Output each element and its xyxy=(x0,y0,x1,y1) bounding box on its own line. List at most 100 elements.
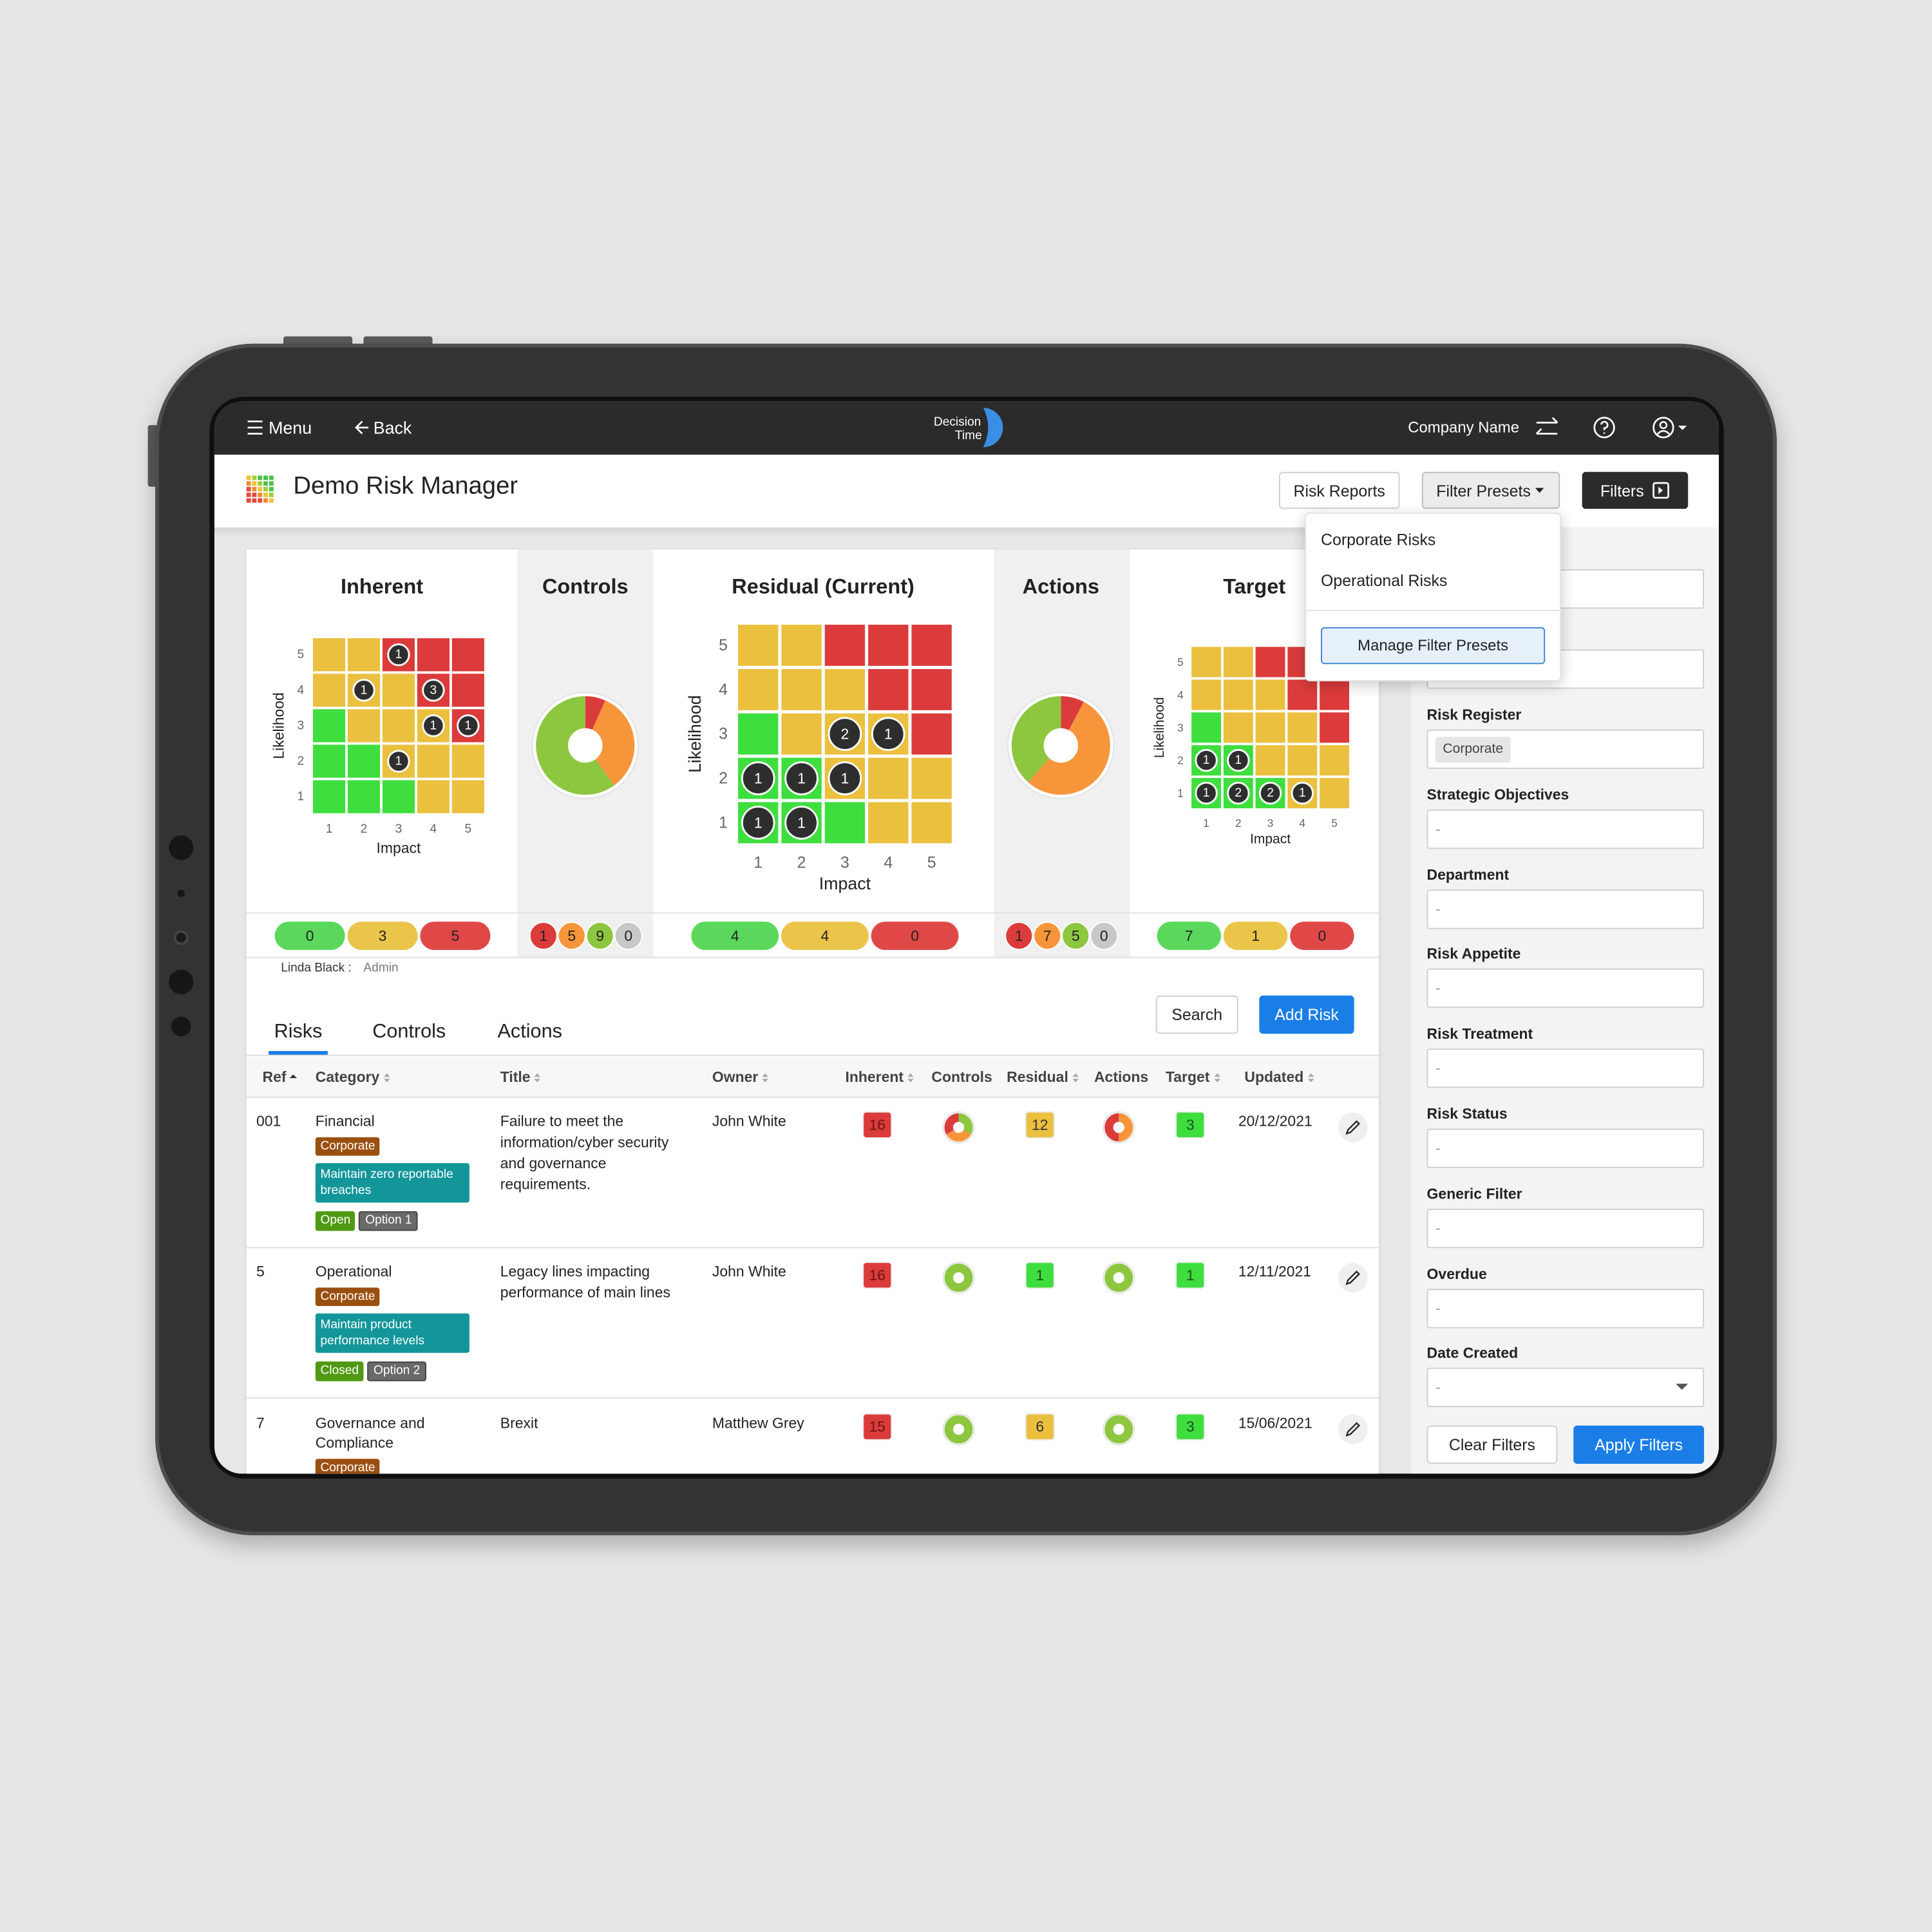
column-header-label[interactable]: Actions xyxy=(1094,1068,1149,1086)
summary-dot xyxy=(557,922,586,951)
column-header[interactable]: Inherent xyxy=(846,1068,915,1086)
summary-pill xyxy=(347,922,418,951)
company-name[interactable]: Company Name xyxy=(1408,419,1520,437)
score-badge: 1 xyxy=(1026,1263,1054,1288)
title-cell: Legacy lines impacting performance of ma… xyxy=(500,1263,670,1302)
tab[interactable]: Controls xyxy=(372,1021,446,1043)
column-header-label[interactable]: Ref xyxy=(262,1068,287,1086)
matrix-cell xyxy=(1255,647,1285,677)
back-button[interactable]: Back xyxy=(373,417,412,438)
sort-icon[interactable] xyxy=(290,1072,298,1083)
filter-label: Generic Filter xyxy=(1426,1185,1522,1202)
risk-count: 1 xyxy=(1203,753,1210,767)
filter-input[interactable]: - xyxy=(1426,1128,1705,1168)
column-header[interactable]: Actions xyxy=(1094,1068,1148,1086)
filter-input[interactable]: - xyxy=(1426,889,1705,929)
tab[interactable]: Risks xyxy=(274,1021,323,1043)
objective-tag: Maintain zero reportable breaches xyxy=(315,1163,469,1203)
risk-reports-button[interactable]: Risk Reports xyxy=(1278,471,1400,509)
column-header-label[interactable]: Residual xyxy=(1007,1068,1068,1086)
search-button[interactable]: Search xyxy=(1155,995,1238,1034)
panel-title: Inherent xyxy=(341,575,423,598)
summary-pill xyxy=(871,922,959,951)
apply-filters-button[interactable]: Apply Filters xyxy=(1573,1425,1705,1464)
edit-bg xyxy=(1338,1112,1368,1142)
matrix-cell xyxy=(781,668,822,710)
status-donut xyxy=(942,1111,975,1144)
app-icon-cell xyxy=(263,492,268,497)
app-icon-cell xyxy=(252,481,257,486)
donut-segment xyxy=(536,696,635,795)
add-risk-button[interactable]: Add Risk xyxy=(1259,995,1354,1034)
filter-input[interactable]: - xyxy=(1426,1368,1705,1408)
column-header-label[interactable]: Updated xyxy=(1244,1068,1304,1086)
tab[interactable]: Actions xyxy=(497,1021,562,1043)
filter-presets-button-label[interactable]: Filter Presets xyxy=(1436,481,1531,500)
column-header[interactable]: Owner xyxy=(712,1068,770,1086)
column-header[interactable]: Residual xyxy=(1007,1068,1079,1086)
column-header-label[interactable]: Inherent xyxy=(845,1068,904,1086)
clear-filters-button[interactable]: Clear Filters xyxy=(1426,1425,1558,1464)
sort-icon[interactable] xyxy=(534,1072,541,1083)
filter-input[interactable]: - xyxy=(1426,1048,1705,1088)
preset-item[interactable]: Corporate Risks xyxy=(1321,530,1436,549)
column-header[interactable]: Title xyxy=(500,1068,542,1086)
risk-reports-button-label[interactable]: Risk Reports xyxy=(1293,481,1385,500)
y-tick-label: 3 xyxy=(1177,721,1184,734)
filter-presets-button[interactable]: Filter Presets xyxy=(1421,471,1560,509)
edit-button[interactable] xyxy=(1337,1414,1369,1446)
column-header[interactable]: Ref xyxy=(263,1068,298,1086)
add-risk-button-label[interactable]: Add Risk xyxy=(1274,1005,1339,1024)
edit-button[interactable] xyxy=(1337,1112,1369,1144)
manage-presets-button[interactable]: Manage Filter Presets xyxy=(1321,627,1546,665)
edit-icon xyxy=(1345,1120,1360,1135)
tab-underline xyxy=(269,1051,328,1055)
app-icon-cell xyxy=(252,492,257,497)
sort-icon[interactable] xyxy=(1072,1072,1079,1083)
column-header[interactable]: Target xyxy=(1166,1068,1221,1086)
risk-count: 1 xyxy=(1299,786,1306,800)
sort-icon[interactable] xyxy=(1213,1072,1220,1083)
filter-input[interactable]: - xyxy=(1426,809,1705,849)
risk-count: 1 xyxy=(884,726,893,743)
column-header-label[interactable]: Controls xyxy=(931,1068,992,1086)
column-header-label[interactable]: Category xyxy=(315,1068,380,1086)
edit-button[interactable] xyxy=(1337,1262,1369,1294)
sort-icon[interactable] xyxy=(1307,1072,1314,1083)
column-header-label[interactable]: Owner xyxy=(712,1068,759,1086)
filters-button-label[interactable]: Filters xyxy=(1600,481,1644,500)
matrix-cell xyxy=(781,713,822,755)
filter-input[interactable]: Corporate xyxy=(1426,729,1705,769)
clear-filters-button-label[interactable]: Clear Filters xyxy=(1448,1435,1535,1454)
matrix-cell xyxy=(1223,712,1253,743)
column-header[interactable]: Updated xyxy=(1244,1068,1314,1086)
filters-button[interactable]: Filters xyxy=(1582,471,1689,509)
column-header[interactable]: Category xyxy=(316,1068,391,1086)
sort-icon[interactable] xyxy=(383,1072,390,1083)
filter-input[interactable]: - xyxy=(1426,1288,1705,1328)
column-header[interactable]: Controls xyxy=(931,1068,992,1086)
preset-item[interactable]: Operational Risks xyxy=(1321,571,1448,590)
help-glyph xyxy=(1600,421,1609,434)
x-axis-label: Impact xyxy=(819,874,871,893)
search-button-label[interactable]: Search xyxy=(1171,1005,1223,1024)
register-tag: Corporate xyxy=(315,1287,381,1307)
sort-icon[interactable] xyxy=(762,1072,769,1083)
apply-filters-button-label[interactable]: Apply Filters xyxy=(1595,1435,1683,1454)
logo-text: Time xyxy=(954,429,982,443)
filter-input[interactable]: - xyxy=(1426,1208,1705,1248)
app-icon-cell xyxy=(246,498,251,503)
summary-pill xyxy=(691,922,779,951)
column-header-label[interactable]: Target xyxy=(1165,1068,1210,1086)
y-tick-label: 3 xyxy=(298,719,305,732)
matrix-cell xyxy=(738,625,779,666)
menu-button[interactable]: Menu xyxy=(269,417,312,438)
filter-input[interactable]: - xyxy=(1426,969,1705,1009)
manage-presets-button-label[interactable]: Manage Filter Presets xyxy=(1358,637,1509,654)
matrix-cell xyxy=(911,668,952,710)
x-tick-label: 1 xyxy=(1203,817,1209,829)
column-header-label[interactable]: Title xyxy=(500,1068,531,1086)
sort-icon[interactable] xyxy=(907,1072,914,1083)
switch-icon xyxy=(1535,417,1558,435)
x-tick-label: 1 xyxy=(753,853,762,871)
